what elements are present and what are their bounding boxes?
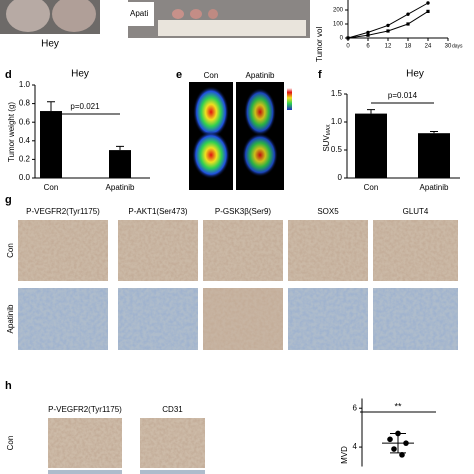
y-axis-label: Tumor weight (g) bbox=[7, 102, 16, 163]
data-point bbox=[406, 22, 410, 26]
ihc-images bbox=[18, 220, 458, 474]
ihc-image bbox=[140, 470, 205, 474]
error-bar bbox=[430, 131, 438, 134]
x-tick-label: 18 bbox=[405, 44, 412, 50]
label: Hey bbox=[41, 39, 59, 50]
ihc-texture bbox=[203, 220, 283, 281]
y-tick-label: 1.0 bbox=[19, 80, 31, 89]
ihc-texture bbox=[48, 418, 122, 468]
annotation: p=0.021 bbox=[70, 102, 100, 111]
y-tick-label: 0.6 bbox=[19, 117, 31, 126]
ihc-texture bbox=[373, 288, 458, 350]
label: Apati bbox=[130, 9, 148, 18]
y-tick-label: 0 bbox=[338, 173, 343, 182]
column-label: P-AKT1(Ser473) bbox=[128, 207, 187, 216]
y-tick-label: 0.8 bbox=[19, 99, 31, 108]
column-label: GLUT4 bbox=[403, 207, 429, 216]
row-label: Con bbox=[6, 243, 15, 258]
y-tick-label: 6 bbox=[353, 403, 358, 412]
x-tick-label: 0 bbox=[346, 44, 350, 50]
column-label: Con bbox=[204, 71, 219, 80]
y-tick-label: 0.0 bbox=[19, 173, 31, 182]
y-tick-label: 0 bbox=[340, 36, 344, 42]
sd-bar bbox=[390, 432, 406, 454]
column-label: P-VEGFR2(Tyr1175) bbox=[48, 405, 122, 414]
ihc-texture bbox=[18, 288, 108, 350]
y-tick-label: 1.5 bbox=[331, 89, 343, 98]
bar bbox=[418, 133, 450, 178]
data-point bbox=[386, 23, 390, 28]
error-bar bbox=[367, 109, 375, 114]
panel-letter: h bbox=[5, 380, 12, 392]
ihc-texture bbox=[288, 220, 368, 281]
y-tick-label: 1.0 bbox=[331, 117, 343, 126]
data-point bbox=[346, 36, 350, 40]
chart-title: Hey bbox=[406, 69, 424, 80]
y-tick-label: 0.2 bbox=[19, 155, 31, 164]
y-axis-label: MVD bbox=[340, 446, 349, 464]
column-label: P-VEGFR2(Tyr1175) bbox=[26, 207, 100, 216]
bar bbox=[40, 111, 62, 178]
error-bar bbox=[47, 101, 55, 112]
annotation: ** bbox=[394, 401, 402, 411]
column-label: P-GSK3β(Ser9) bbox=[215, 207, 272, 216]
column-label: CD31 bbox=[162, 405, 183, 414]
x-tick-label: 6 bbox=[366, 44, 370, 50]
annotation: p=0.014 bbox=[388, 91, 418, 100]
y-tick-label: 0.5 bbox=[331, 145, 343, 154]
y-tick-label: 100 bbox=[333, 22, 344, 28]
x-tick-label: Con bbox=[364, 183, 379, 192]
panel-letter: f bbox=[318, 69, 322, 81]
x-tick-label: 24 bbox=[425, 44, 432, 50]
panel-letter: g bbox=[5, 194, 12, 206]
y-tick-label: 4 bbox=[353, 442, 358, 451]
ihc-texture bbox=[18, 220, 108, 281]
x-axis-label: days bbox=[452, 43, 463, 49]
ihc-texture bbox=[288, 288, 368, 350]
bar bbox=[109, 150, 131, 178]
mouse-photo bbox=[0, 0, 100, 34]
column-label: SOX5 bbox=[317, 207, 339, 216]
y-tick-label: 200 bbox=[333, 8, 344, 14]
column-label: Apatinib bbox=[246, 71, 275, 80]
panel-letter: d bbox=[5, 69, 12, 81]
ihc-texture bbox=[373, 220, 458, 281]
ihc-texture bbox=[118, 220, 198, 281]
data-point bbox=[391, 446, 397, 452]
x-tick-label: 30 bbox=[445, 44, 452, 50]
data-point bbox=[426, 1, 430, 5]
ihc-texture bbox=[118, 288, 198, 350]
ihc-texture bbox=[203, 288, 283, 350]
tumor-photo bbox=[128, 0, 310, 38]
row-label: Con bbox=[6, 436, 15, 451]
data-point bbox=[426, 9, 430, 13]
x-tick-label: Apatinib bbox=[420, 183, 449, 192]
bar bbox=[355, 113, 387, 178]
x-tick-label: Con bbox=[44, 183, 59, 192]
series-line bbox=[347, 2, 429, 39]
pet-images bbox=[189, 82, 292, 190]
y-axis-label: Tumor vol bbox=[315, 27, 324, 62]
error-bar bbox=[116, 145, 124, 151]
data-point bbox=[399, 452, 405, 458]
y-axis-label: SUVMAX bbox=[322, 124, 332, 152]
ihc-image bbox=[48, 470, 122, 474]
y-tick-label: 0.4 bbox=[19, 136, 31, 145]
chart-title: Hey bbox=[71, 69, 89, 80]
row-label: Apatinib bbox=[6, 304, 15, 333]
x-tick-label: Apatinib bbox=[106, 183, 135, 192]
data-point bbox=[366, 33, 370, 37]
data-point bbox=[366, 30, 370, 35]
y-axis-label-sub: MAX bbox=[326, 124, 332, 136]
data-point bbox=[386, 29, 390, 33]
panel-letter: e bbox=[176, 69, 182, 81]
ihc-texture bbox=[140, 418, 205, 468]
data-point bbox=[387, 436, 393, 443]
data-point bbox=[406, 12, 410, 16]
x-tick-label: 12 bbox=[385, 44, 392, 50]
